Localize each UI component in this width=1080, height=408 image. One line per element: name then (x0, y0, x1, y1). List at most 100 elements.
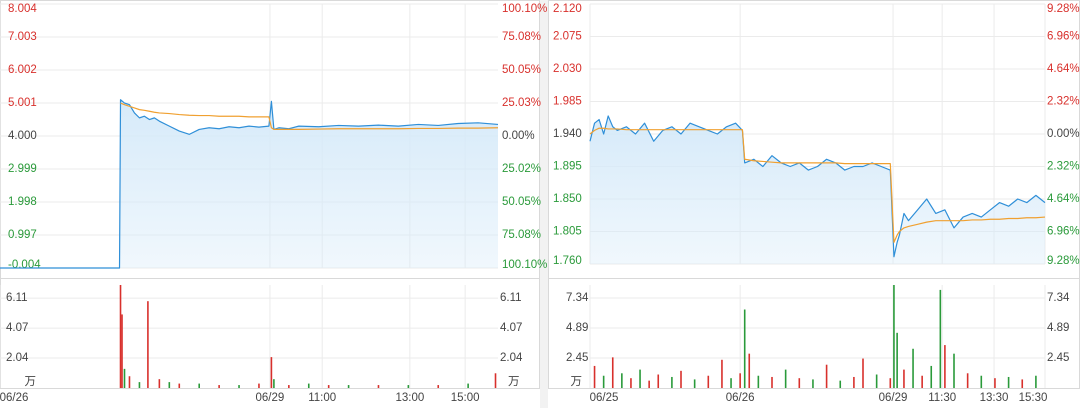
y-tick-label: 1.985 (553, 96, 582, 108)
volume-bar (657, 374, 660, 388)
volume-bar (273, 379, 275, 388)
y2-tick-label: 50.05% (502, 196, 541, 208)
volume-bar (671, 376, 673, 388)
volume-bar (119, 285, 122, 388)
x-tick-label: 06/26 (0, 392, 28, 404)
volume-tick-label: 2.04 (6, 352, 29, 364)
volume-bar (602, 375, 605, 388)
y-tick-label: 1.895 (553, 161, 582, 173)
y2-tick-label: 6.96% (1047, 226, 1080, 238)
y-tick-label: 1.998 (8, 196, 37, 208)
volume-bar (771, 376, 773, 388)
y-tick-label: 2.999 (8, 163, 37, 175)
price-area (0, 99, 498, 268)
y2-tick-label: 6.96% (1047, 31, 1080, 43)
y2-tick-label: 75.08% (502, 229, 541, 241)
volume-bar (238, 385, 240, 388)
volume-bar (121, 314, 123, 388)
volume-tick-label: 7.34 (1047, 292, 1070, 304)
volume-bar (889, 378, 892, 388)
volume-bar (128, 376, 131, 388)
volume-tick-label: 7.34 (566, 292, 589, 304)
volume-tick-label: 4.89 (566, 322, 588, 334)
volume-tick-label: 4.89 (1047, 322, 1069, 334)
x-tick-label: 13:30 (980, 392, 1009, 404)
y2-tick-label: 100.10% (502, 3, 547, 15)
y2-tick-label: 50.05% (502, 64, 541, 76)
y2-tick-label: 75.08% (502, 31, 541, 43)
volume-bar (639, 369, 641, 388)
x-tick-label: 15:00 (451, 392, 480, 404)
y2-tick-label: 9.28% (1047, 3, 1080, 15)
volume-bar (707, 375, 710, 388)
volume-bar (611, 357, 614, 388)
volume-bar (494, 373, 497, 388)
volume-bar (839, 380, 842, 388)
panel-separator (540, 0, 548, 408)
volume-bar (798, 378, 801, 388)
volume-bar (307, 383, 310, 388)
volume-bar (407, 385, 410, 388)
volume-bar (437, 385, 440, 388)
volume-bar (903, 369, 905, 388)
y-tick-label: 0.997 (8, 229, 37, 241)
volume-unit: 万 (25, 376, 37, 388)
volume-bar (853, 376, 855, 388)
volume-unit: 万 (571, 376, 583, 388)
volume-bar (730, 378, 732, 388)
price-line (0, 99, 499, 269)
volume-bar (593, 365, 596, 388)
x-tick-label: 06/29 (256, 392, 285, 404)
y-tick-label: 6.002 (8, 64, 37, 76)
average-line (589, 127, 1046, 243)
volume-bar (1035, 375, 1037, 388)
volume-bar (1007, 376, 1010, 388)
y-tick-label: 5.001 (8, 97, 37, 109)
price-line (589, 115, 1046, 258)
x-tick-label: 11:30 (928, 392, 956, 404)
volume-bar (158, 379, 161, 388)
volume-bar (757, 375, 760, 388)
volume-bar (1021, 379, 1024, 388)
y2-tick-label: 25.02% (502, 163, 541, 175)
volume-bar (784, 369, 787, 388)
volume-bar (123, 368, 126, 388)
volume-tick-label: 4.07 (6, 322, 28, 334)
volume-bar (893, 285, 895, 388)
volume-bar (944, 345, 946, 388)
volume-unit: 万 (508, 376, 520, 388)
volume-bar (693, 379, 696, 388)
volume-tick-label: 4.07 (500, 322, 522, 334)
x-tick-label: 15:30 (1019, 392, 1048, 404)
volume-bar (921, 375, 923, 388)
x-tick-label: 11:00 (308, 392, 336, 404)
y2-tick-label: 2.32% (1047, 161, 1080, 173)
volume-tick-label: 2.45 (1047, 352, 1069, 364)
volume-bar (258, 383, 260, 388)
volume-bar (147, 301, 149, 388)
volume-bar (748, 353, 751, 388)
price-area (590, 115, 1045, 264)
volume-bar (994, 378, 996, 388)
volume-tick-label: 2.04 (500, 352, 523, 364)
volume-bar (270, 357, 273, 388)
y-tick-label: 1.805 (553, 226, 582, 238)
volume-bar (939, 289, 942, 388)
volume-bar (168, 382, 171, 388)
volume-bar (138, 382, 141, 388)
volume-bar (862, 358, 864, 388)
volume-bar (743, 309, 746, 388)
volume-bar (347, 385, 350, 388)
volume-bar (739, 373, 741, 388)
y-tick-label: 8.004 (8, 3, 37, 15)
y-tick-label: 4.000 (8, 130, 37, 142)
volume-bar (178, 383, 181, 388)
volume-bar (912, 348, 914, 388)
volume-bar (467, 383, 469, 388)
y-tick-label: 7.003 (8, 31, 37, 43)
y2-tick-label: 4.64% (1047, 63, 1080, 75)
volume-bar (680, 370, 682, 388)
volume-bar (327, 385, 330, 388)
